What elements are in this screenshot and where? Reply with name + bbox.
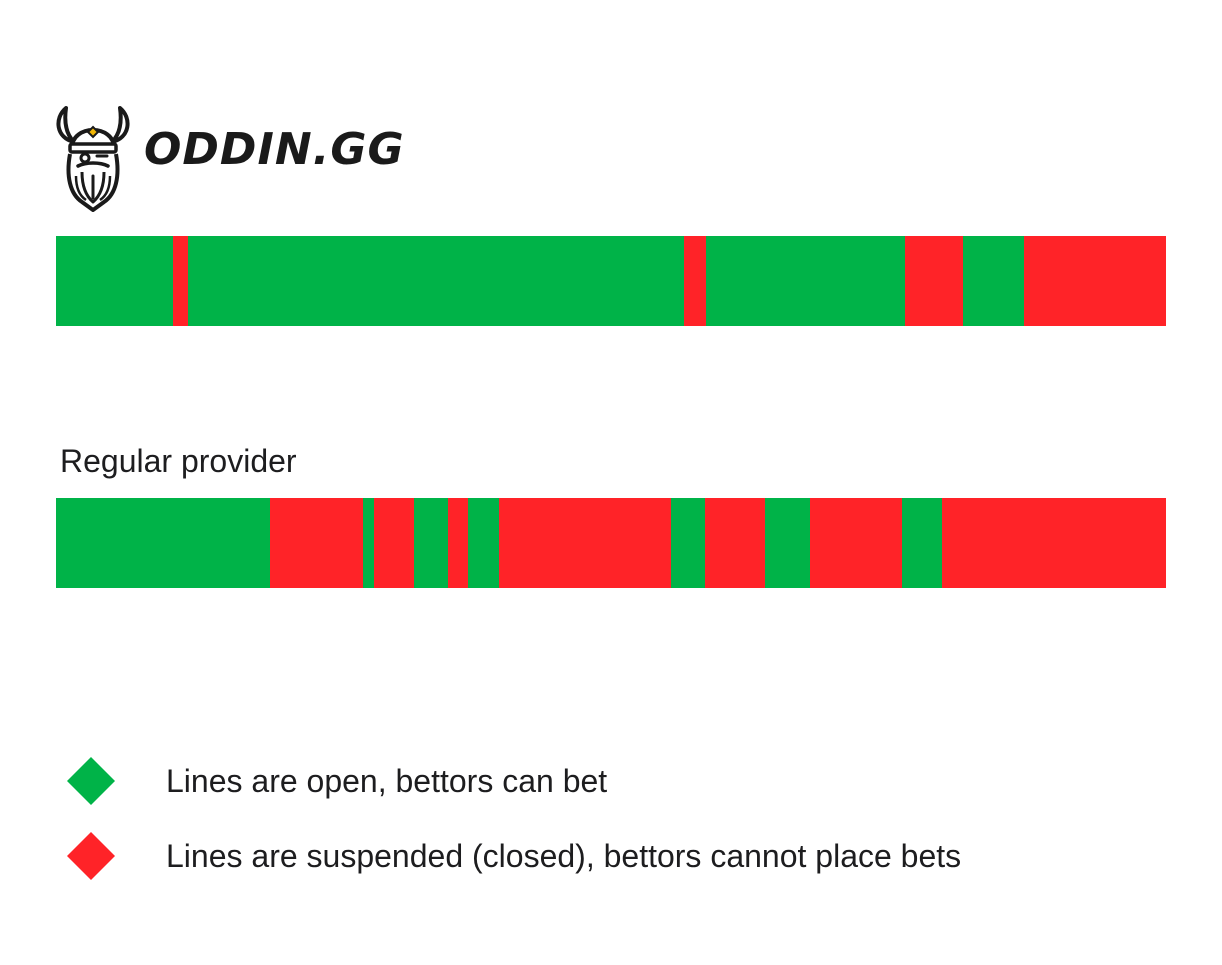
oddin-segment-closed [1024, 236, 1166, 326]
oddin-segment-closed [905, 236, 964, 326]
oddin-segment-open [706, 236, 906, 326]
regular-provider-segment-open [414, 498, 449, 588]
oddin-status-bar [56, 236, 1166, 326]
regular-provider-segment-open [468, 498, 500, 588]
oddin-status-timeline [56, 236, 1166, 326]
regular-provider-segment-open [765, 498, 811, 588]
oddin-segment-open [963, 236, 1025, 326]
oddin-segment-open [188, 236, 685, 326]
regular-provider-segment-closed [374, 498, 415, 588]
regular-provider-segment-closed [705, 498, 766, 588]
regular-provider-label: Regular provider [60, 443, 297, 479]
oddin-segment-closed [684, 236, 707, 326]
green-diamond-icon [67, 757, 115, 805]
legend-closed-text: Lines are suspended (closed), bettors ca… [166, 838, 962, 874]
legend-closed: Lines are suspended (closed), bettors ca… [66, 831, 1166, 881]
legend-open: Lines are open, bettors can bet [66, 756, 1166, 806]
regular-provider-segment-closed [270, 498, 364, 588]
logo-wordmark: ODDIN.GG [144, 124, 405, 175]
regular-provider-status-bar [56, 498, 1166, 588]
regular-provider-segment-closed [942, 498, 1166, 588]
regular-provider-segment-closed [499, 498, 672, 588]
red-diamond-icon [67, 832, 115, 880]
oddin-segment-open [56, 236, 174, 326]
regular-provider-segment-open [671, 498, 706, 588]
oddin-segment-closed [173, 236, 189, 326]
legend-open-text: Lines are open, bettors can bet [166, 763, 608, 799]
regular-provider-status-timeline [56, 498, 1166, 588]
regular-provider-segment-open [56, 498, 271, 588]
regular-provider-segment-closed [448, 498, 469, 588]
oddin-logo: ODDIN.GG [52, 98, 404, 214]
regular-provider-segment-open [363, 498, 375, 588]
regular-provider-segment-closed [810, 498, 903, 588]
viking-head-icon [56, 106, 130, 212]
regular-provider-segment-open [902, 498, 943, 588]
